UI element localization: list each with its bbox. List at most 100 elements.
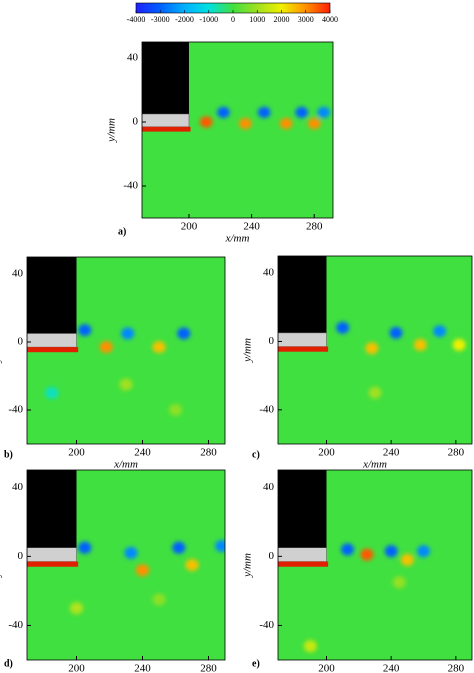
step-block	[278, 470, 327, 548]
colorbar-tick-label: 4000	[322, 15, 338, 24]
colorbar-tick-label: -2000	[175, 15, 194, 24]
x-tick-label: 200	[68, 447, 85, 459]
vortex	[433, 325, 447, 338]
y-tick-label: 40	[127, 52, 139, 64]
y-axis-label: y/mm	[0, 339, 3, 364]
vortex	[172, 541, 186, 554]
colorbar-tick-label: 2000	[274, 15, 290, 24]
y-tick-label: 40	[12, 481, 24, 493]
x-tick-label: 240	[134, 447, 151, 459]
y-tick-label: 0	[269, 550, 275, 562]
vortex	[152, 593, 166, 606]
y-tick-label: 0	[269, 335, 275, 347]
vortex	[177, 327, 191, 340]
y-axis-label: y/mm	[242, 338, 254, 363]
vortex	[119, 378, 133, 391]
x-tick-label: 200	[68, 663, 85, 673]
blobs	[336, 321, 466, 399]
y-tick-label: 0	[18, 336, 24, 348]
vortex	[238, 118, 252, 130]
blobs	[303, 543, 430, 653]
splitter-plate	[27, 547, 77, 562]
panel: 200 240 280 40 0 -40 x/mm y/mm b)	[0, 256, 226, 471]
vortex	[392, 576, 406, 589]
vortex	[99, 341, 113, 354]
blobs	[199, 106, 330, 130]
axes-frame	[277, 255, 473, 445]
vortex	[78, 324, 92, 337]
vortex	[152, 341, 166, 354]
y-tick-label: 40	[263, 267, 275, 279]
vortex	[279, 118, 293, 130]
y-axis-label: y/mm	[106, 118, 118, 143]
colorbar: -4000 -3000 -2000 -1000 0 1000 2000 3000 4000	[127, 2, 338, 24]
vortex	[360, 548, 374, 561]
x-tick-label: 200	[181, 221, 198, 233]
step-block	[27, 257, 77, 334]
vortex	[417, 545, 430, 558]
x-tick-label: 280	[306, 221, 323, 233]
y-tick-label: 0	[18, 550, 24, 562]
vortex	[336, 321, 350, 334]
vortex	[303, 640, 317, 653]
colorbar-tick-label: -4000	[127, 15, 146, 24]
x-tick-label: 240	[134, 663, 151, 673]
axes-frame	[141, 41, 334, 219]
y-tick-label: 40	[12, 268, 24, 280]
splitter-plate	[142, 113, 190, 128]
y-tick-label: -40	[259, 619, 274, 631]
plate-edge	[27, 347, 79, 353]
x-tick-label: 280	[448, 447, 465, 459]
vortex	[452, 338, 466, 351]
x-tick-label: 240	[383, 663, 400, 673]
plate-edge	[278, 561, 329, 567]
x-tick-label: 280	[200, 447, 217, 459]
step-block	[278, 256, 327, 333]
vortex	[215, 539, 225, 553]
vortex	[413, 338, 427, 351]
y-tick-label: -40	[259, 403, 274, 415]
axes-frame	[26, 256, 226, 445]
y-tick-label: -40	[8, 404, 23, 416]
vortex	[389, 326, 403, 339]
x-tick-label: 200	[318, 663, 335, 673]
x-axis-label: x/mm	[113, 459, 138, 471]
colorbar-tick-label: 3000	[298, 15, 314, 24]
vortex	[199, 116, 213, 128]
panel-label: a)	[118, 226, 126, 237]
panel-label: c)	[252, 449, 260, 460]
panel: 200 240 280 40 0 -40 x/mm y/mm c)	[242, 255, 473, 471]
y-axis-label: y/mm	[0, 553, 3, 578]
vortex	[307, 118, 321, 130]
vortex	[168, 404, 183, 416]
vortex	[341, 543, 354, 556]
vortex	[135, 564, 150, 577]
colorbar-tick-label: 0	[231, 15, 235, 24]
vortex	[124, 546, 138, 559]
vortex	[217, 106, 230, 118]
splitter-plate	[278, 332, 327, 347]
x-tick-label: 240	[383, 447, 400, 459]
colorbar-tick-label: -3000	[151, 15, 170, 24]
step-block	[142, 42, 189, 114]
step-block	[27, 470, 77, 548]
plate-edge	[278, 346, 329, 352]
vortex	[368, 386, 382, 399]
vortex	[317, 106, 330, 118]
vortex	[365, 342, 379, 355]
axes-frame	[26, 469, 226, 661]
plate-edge	[142, 126, 191, 132]
x-axis-label: x/mm	[225, 233, 250, 245]
vortex	[257, 106, 271, 118]
field	[278, 470, 472, 660]
y-axis-label: y/mm	[242, 553, 254, 578]
y-tick-label: 0	[133, 116, 139, 128]
blobs	[69, 539, 225, 615]
blobs	[45, 324, 191, 416]
colorbar-tick-label: -1000	[199, 15, 218, 24]
x-tick-label: 280	[200, 663, 217, 673]
panel: 200 240 280 40 0 -40 x/mm y/mm a)	[106, 41, 334, 245]
x-tick-label: 240	[243, 221, 260, 233]
